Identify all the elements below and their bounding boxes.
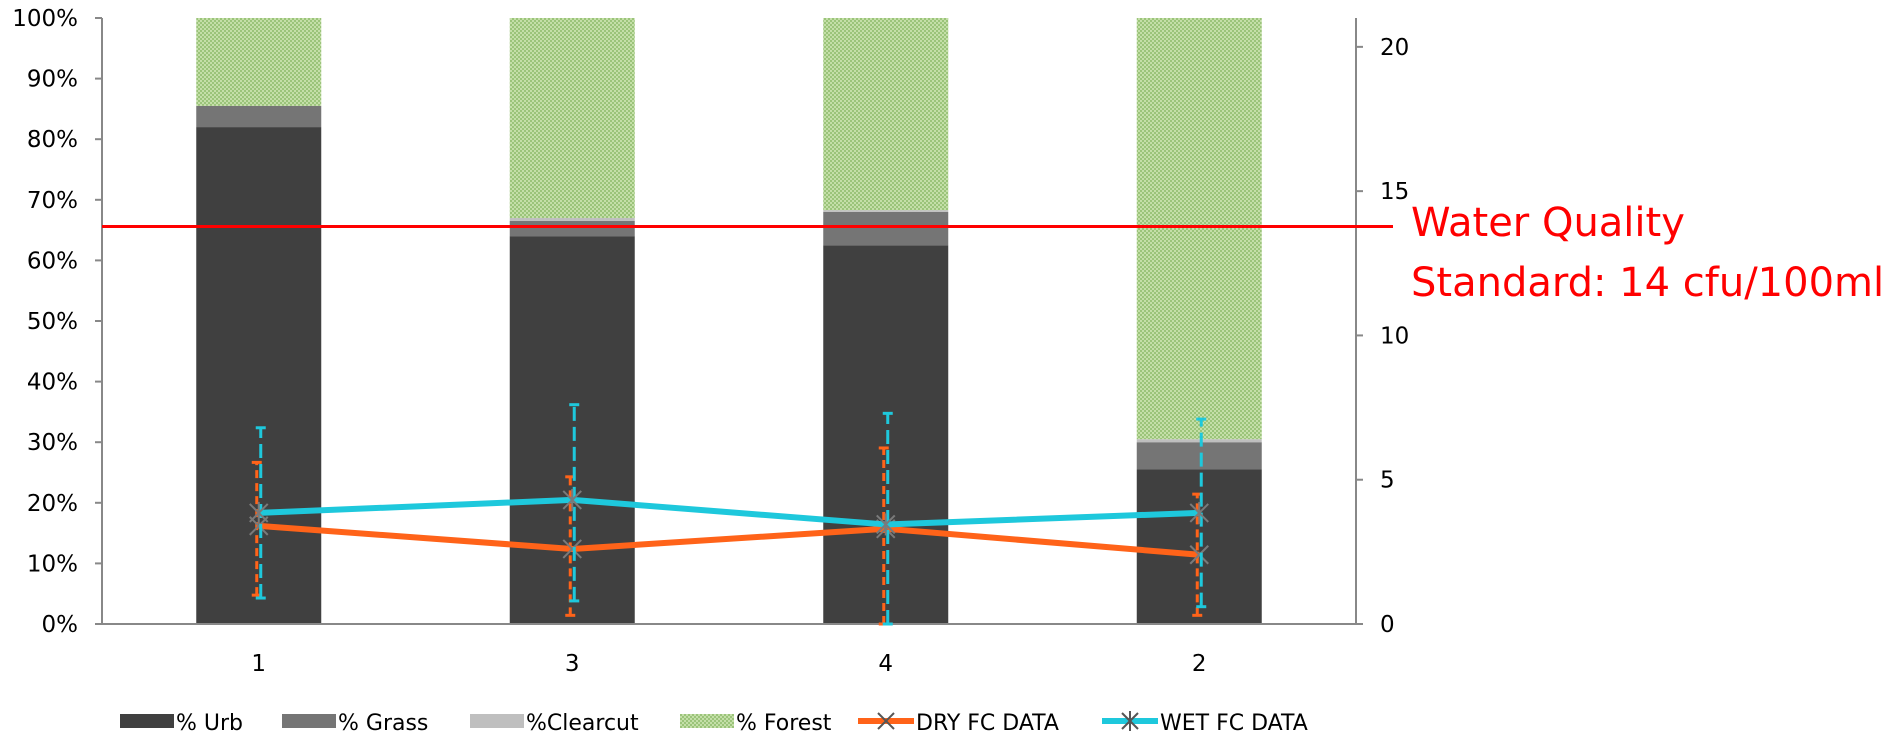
legend-item: % Grass (282, 711, 428, 736)
right-tick-label: 15 (1380, 179, 1409, 205)
marker-stroke (562, 539, 582, 559)
series-line (258, 496, 1200, 528)
left-tick-label: 70% (27, 188, 78, 214)
legend-item: % Urb (120, 711, 243, 736)
legend-label: %Clearcut (526, 711, 639, 736)
x-tick-label: 3 (565, 651, 580, 677)
legend-label: WET FC DATA (1160, 711, 1308, 736)
legend-swatch (470, 714, 524, 728)
legend-swatch (680, 714, 734, 728)
series-line (258, 522, 1200, 558)
legend: % Urb % Grass %Clearcut % Forest DRY FC DATA… (120, 711, 1308, 736)
left-tick-label: 20% (27, 491, 78, 517)
legend-label: % Urb (176, 711, 243, 736)
right-tick-label: 10 (1380, 323, 1409, 349)
right-tick-label: 0 (1380, 612, 1395, 638)
series-marker (1189, 501, 1209, 524)
left-tick-label: 100% (12, 6, 78, 32)
bar-segment (196, 105, 322, 128)
bar-segment (196, 127, 322, 624)
bar-segment (509, 236, 635, 624)
series-marker (876, 513, 896, 536)
legend-swatch (282, 714, 336, 728)
legend-marker (877, 712, 895, 730)
reference-line-label: Water Quality (1411, 200, 1685, 246)
left-tick-label: 80% (27, 127, 78, 153)
bar-segment (509, 221, 635, 237)
x-tick-label: 4 (878, 651, 893, 677)
right-tick-label: 5 (1380, 468, 1395, 494)
legend-item: % Forest (680, 711, 832, 736)
bar-segment (1136, 442, 1262, 470)
bar-segment (1136, 439, 1262, 443)
legend-item: WET FC DATA (1102, 711, 1308, 736)
bar-segment (509, 217, 635, 222)
bar-segment (823, 211, 949, 246)
series-marker (249, 501, 269, 524)
marker-stroke (1189, 545, 1209, 565)
bar-segment (823, 210, 949, 212)
legend-item: DRY FC DATA (858, 711, 1059, 736)
reference-line-label: Standard: 14 cfu/100ml (1411, 260, 1884, 306)
legend-swatch (120, 714, 174, 728)
plot-area: 0% 10% 20% 30% 40% 50% 60% 70% 80% 90% 100% 0 5 10 15 2… (12, 6, 1884, 677)
bar-segment (509, 18, 635, 218)
left-tick-label: 60% (27, 248, 78, 274)
legend-label: % Grass (338, 711, 428, 736)
left-tick-label: 40% (27, 370, 78, 396)
legend-label: % Forest (736, 711, 832, 736)
x-tick-label: 1 (251, 651, 266, 677)
left-tick-label: 10% (27, 551, 78, 577)
bar-segment (823, 18, 949, 211)
bar-segment (196, 18, 322, 106)
legend-label: DRY FC DATA (916, 711, 1059, 736)
bar-segment (1136, 18, 1262, 440)
x-tick-label: 2 (1192, 651, 1207, 677)
left-tick-label: 0% (42, 612, 79, 638)
left-tick-label: 90% (27, 67, 78, 93)
legend-item: %Clearcut (470, 711, 639, 736)
left-tick-label: 30% (27, 430, 78, 456)
bar-segment (823, 245, 949, 624)
left-tick-label: 50% (27, 309, 78, 335)
series-marker (562, 539, 582, 559)
right-tick-label: 20 (1380, 35, 1409, 61)
series-marker (1189, 545, 1209, 565)
series-marker (562, 488, 582, 511)
